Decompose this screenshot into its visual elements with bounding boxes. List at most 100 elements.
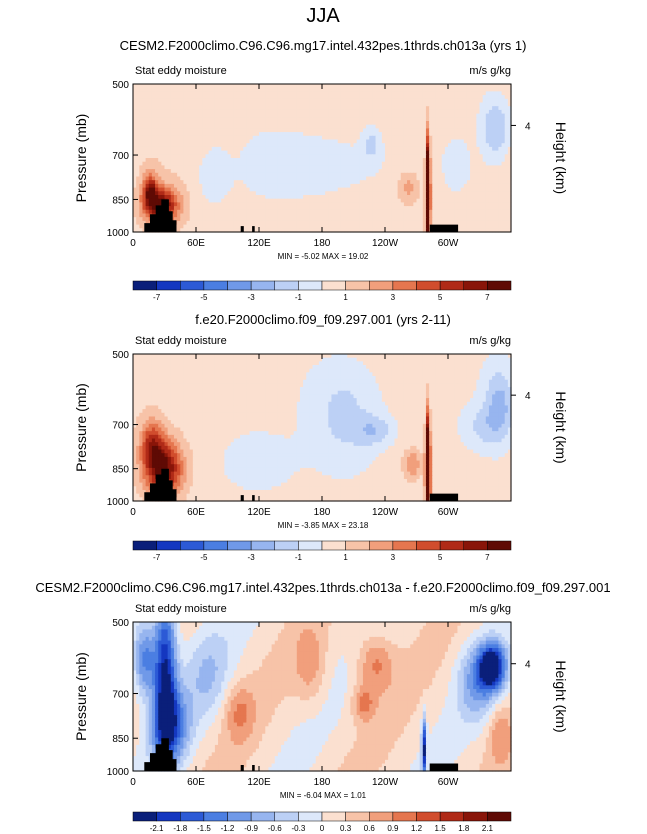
field-cell <box>438 169 443 174</box>
field-cell <box>492 150 496 155</box>
field-cell <box>451 217 455 222</box>
field-cell <box>457 183 462 189</box>
field-cell <box>488 187 493 192</box>
field-cell <box>366 128 370 133</box>
field-cell <box>139 113 144 118</box>
field-cell <box>186 139 191 144</box>
field-cell <box>296 354 301 359</box>
field-cell <box>284 87 288 92</box>
field-cell <box>485 198 490 203</box>
field-cell <box>167 135 172 141</box>
field-cell <box>441 91 446 96</box>
field-cell <box>448 143 452 148</box>
field-cell <box>429 95 433 100</box>
field-cell <box>208 106 213 111</box>
field-cell <box>164 128 169 133</box>
field-cell <box>448 217 452 222</box>
field-cell <box>296 172 301 178</box>
field-cell <box>240 202 244 207</box>
field-cell <box>451 113 455 118</box>
field-cell <box>504 143 509 148</box>
field-cell <box>202 135 207 141</box>
field-cell <box>281 195 285 200</box>
field-cell <box>161 183 166 189</box>
field-cell <box>271 128 276 133</box>
field-cell <box>205 121 210 126</box>
field-cell <box>246 146 251 152</box>
field-cell <box>419 128 424 133</box>
field-cell <box>479 95 484 100</box>
field-cell <box>337 206 342 211</box>
field-cell <box>372 102 377 107</box>
field-cell <box>142 109 147 115</box>
field-cell <box>281 169 285 174</box>
field-cell <box>340 191 345 196</box>
field-cell <box>133 117 137 122</box>
field-cell <box>425 87 430 92</box>
field-cell <box>161 117 166 122</box>
field-cell <box>214 154 219 159</box>
field-cell <box>186 117 191 122</box>
field-cell <box>457 165 462 170</box>
field-cell <box>196 191 200 196</box>
field-cell <box>196 161 200 166</box>
field-cell <box>353 102 358 107</box>
field-cell <box>451 183 455 189</box>
field-cell <box>378 180 383 185</box>
field-cell <box>240 191 244 196</box>
field-cell <box>274 84 279 89</box>
field-cell <box>211 213 216 218</box>
field-cell <box>438 161 443 166</box>
field-cell <box>227 176 232 181</box>
field-cell <box>460 228 465 233</box>
field-cell <box>463 202 468 207</box>
field-cell <box>429 217 433 222</box>
field-cell <box>454 98 459 104</box>
field-cell <box>211 176 216 181</box>
field-cell <box>249 169 254 174</box>
field-cell <box>362 158 367 163</box>
field-cell <box>240 187 244 192</box>
field-cell <box>255 180 260 185</box>
field-cell <box>331 124 336 129</box>
field-cell <box>271 150 276 155</box>
field-cell <box>356 172 361 178</box>
field-cell <box>322 117 326 122</box>
field-cell <box>369 228 373 233</box>
field-cell <box>290 161 295 166</box>
field-cell <box>347 161 351 166</box>
field-cell <box>318 109 323 115</box>
field-cell <box>211 87 216 92</box>
field-cell <box>337 209 342 215</box>
field-cell <box>451 106 455 111</box>
field-cell <box>413 91 418 96</box>
field-cell <box>328 106 333 111</box>
field-cell <box>334 206 339 211</box>
field-cell <box>192 161 197 166</box>
field-cell <box>495 198 499 203</box>
field-cell <box>148 135 153 141</box>
field-cell <box>202 91 207 96</box>
field-cell <box>407 169 411 174</box>
field-cell <box>325 187 329 192</box>
field-cell <box>148 209 153 215</box>
field-cell <box>504 132 509 137</box>
field-cell <box>309 106 314 111</box>
field-cell <box>192 95 197 100</box>
field-cell <box>227 209 232 215</box>
field-cell <box>306 187 310 192</box>
field-cell <box>334 154 339 159</box>
field-cell <box>202 176 207 181</box>
field-cell <box>407 187 411 192</box>
field-cell <box>214 84 219 89</box>
field-cell <box>227 91 232 96</box>
field-cell <box>501 150 506 155</box>
field-cell <box>375 213 380 218</box>
field-cell <box>369 139 373 144</box>
field-cell <box>362 191 367 196</box>
field-cell <box>451 206 455 211</box>
field-cell <box>375 187 380 192</box>
field-cell <box>372 135 377 141</box>
field-cell <box>145 95 150 100</box>
field-cell <box>362 213 367 218</box>
